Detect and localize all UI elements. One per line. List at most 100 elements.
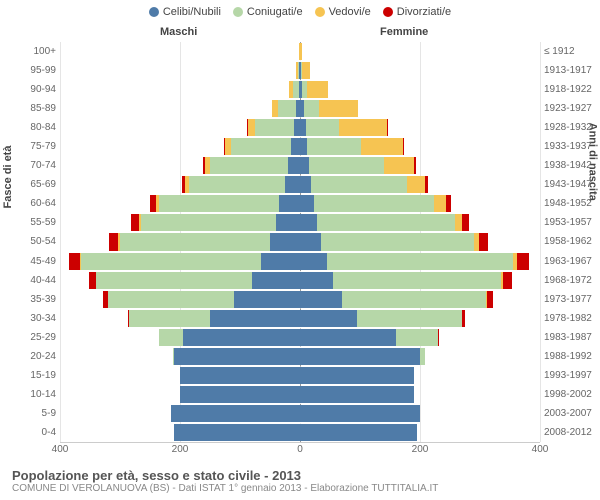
male-bar — [60, 424, 300, 441]
bar-segment — [89, 272, 96, 289]
pyramid-row — [60, 366, 540, 385]
bar-segment — [300, 291, 342, 308]
bar-segment — [302, 62, 310, 79]
bar-segment — [189, 176, 285, 193]
bar-segment — [159, 195, 279, 212]
female-bar — [300, 424, 540, 441]
bar-segment — [517, 253, 529, 270]
female-bar — [300, 405, 540, 422]
bar-segment — [438, 329, 439, 346]
birth-year-label: 1973-1977 — [544, 290, 600, 309]
legend-swatch — [233, 7, 243, 17]
bar-segment — [300, 214, 317, 231]
pyramid-row — [60, 156, 540, 175]
legend-swatch — [315, 7, 325, 17]
age-label: 40-44 — [0, 271, 56, 290]
male-bar — [60, 233, 300, 250]
bar-segment — [319, 100, 358, 117]
bar-segment — [180, 386, 300, 403]
bar-segment — [307, 138, 361, 155]
bar-segment — [252, 272, 300, 289]
bar-segment — [342, 291, 486, 308]
legend-swatch — [383, 7, 393, 17]
bar-segment — [487, 291, 493, 308]
bar-segment — [291, 138, 300, 155]
birth-year-label: 1988-1992 — [544, 347, 600, 366]
male-bar — [60, 367, 300, 384]
pyramid-row — [60, 309, 540, 328]
bar-segment — [311, 176, 407, 193]
age-label: 75-79 — [0, 137, 56, 156]
age-label: 30-34 — [0, 309, 56, 328]
birth-year-label: 1953-1957 — [544, 213, 600, 232]
pyramid-row — [60, 347, 540, 366]
male-bar — [60, 195, 300, 212]
footer-title: Popolazione per età, sesso e stato civil… — [12, 468, 438, 483]
bar-segment — [306, 119, 339, 136]
bar-segment — [446, 195, 451, 212]
pyramid-row — [60, 80, 540, 99]
age-label: 55-59 — [0, 213, 56, 232]
pyramid-row — [60, 271, 540, 290]
bar-segment — [159, 329, 183, 346]
birth-year-label: 1978-1982 — [544, 309, 600, 328]
pyramid-row — [60, 213, 540, 232]
male-bar — [60, 43, 300, 60]
birth-year-label: 1928-1932 — [544, 118, 600, 137]
bar-segment — [420, 348, 425, 365]
pyramid-row — [60, 252, 540, 271]
bar-segment — [234, 291, 300, 308]
bar-segment — [248, 119, 255, 136]
pyramid-row — [60, 404, 540, 423]
birth-year-label: 2003-2007 — [544, 404, 600, 423]
pyramid-row — [60, 385, 540, 404]
bar-segment — [300, 233, 321, 250]
bar-segment — [339, 119, 387, 136]
bar-segment — [270, 233, 300, 250]
legend-item: Divorziati/e — [383, 6, 451, 18]
legend-label: Vedovi/e — [329, 6, 371, 18]
male-bar — [60, 405, 300, 422]
bar-segment — [333, 272, 501, 289]
bar-segment — [81, 253, 261, 270]
female-bar — [300, 176, 540, 193]
bar-segment — [210, 157, 288, 174]
bar-segment — [361, 138, 403, 155]
bar-segment — [300, 386, 414, 403]
age-label: 95-99 — [0, 61, 56, 80]
bar-segment — [300, 348, 420, 365]
male-bar — [60, 329, 300, 346]
bar-segment — [231, 138, 291, 155]
bar-segment — [300, 138, 307, 155]
birth-year-label: 1993-1997 — [544, 366, 600, 385]
age-label: 70-74 — [0, 156, 56, 175]
birth-year-label: 1933-1937 — [544, 137, 600, 156]
x-tick-label: 200 — [172, 444, 189, 455]
bar-segment — [387, 119, 388, 136]
bar-segment — [434, 195, 446, 212]
bar-segment — [69, 253, 80, 270]
male-bar — [60, 138, 300, 155]
male-bar — [60, 81, 300, 98]
female-bar — [300, 367, 540, 384]
birth-year-label: 1918-1922 — [544, 80, 600, 99]
female-bar — [300, 138, 540, 155]
bar-segment — [183, 329, 300, 346]
bar-segment — [131, 214, 138, 231]
bar-segment — [180, 367, 300, 384]
bar-segment — [300, 272, 333, 289]
male-bar — [60, 348, 300, 365]
age-label: 45-49 — [0, 252, 56, 271]
legend-item: Coniugati/e — [233, 6, 303, 18]
male-bar — [60, 310, 300, 327]
age-label: 35-39 — [0, 290, 56, 309]
female-bar — [300, 100, 540, 117]
footer: Popolazione per età, sesso e stato civil… — [12, 468, 438, 494]
age-label: 15-19 — [0, 366, 56, 385]
age-label: 100+ — [0, 42, 56, 61]
bar-segment — [300, 43, 302, 60]
bar-segment — [384, 157, 414, 174]
birth-year-label: ≤ 1912 — [544, 42, 600, 61]
female-bar — [300, 310, 540, 327]
bar-segment — [129, 310, 210, 327]
